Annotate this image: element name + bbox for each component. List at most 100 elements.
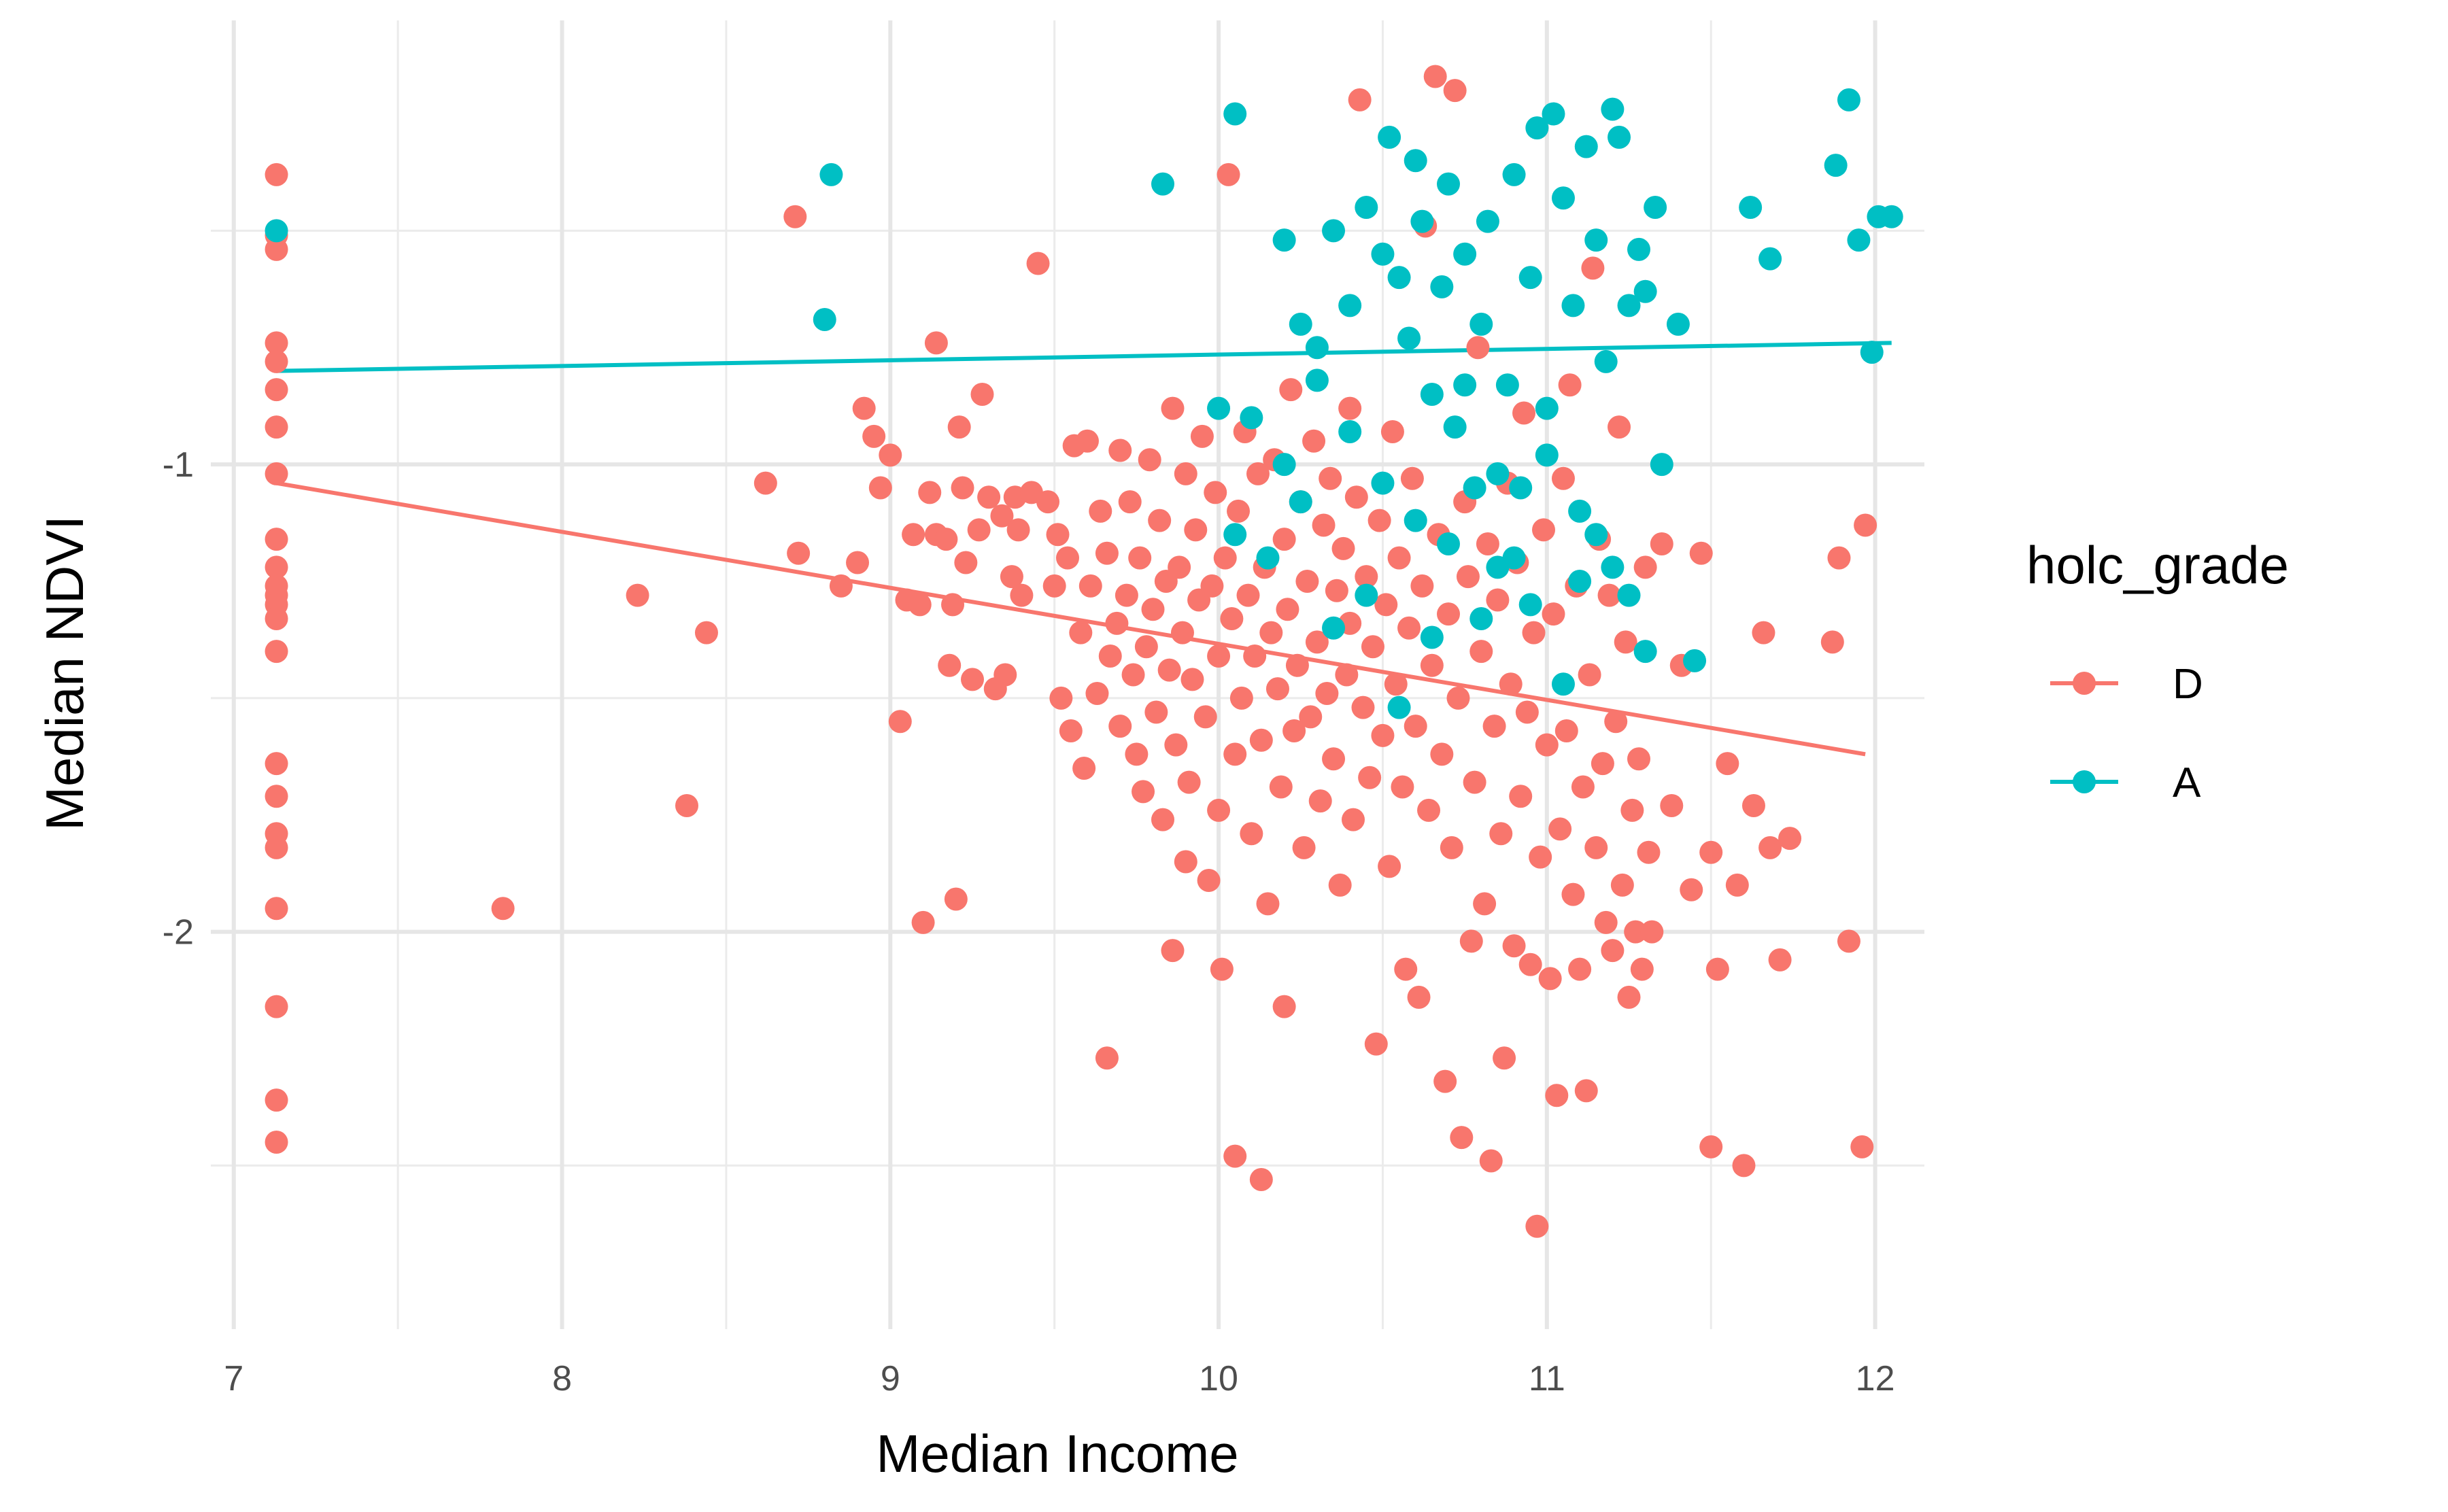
data-point [1574, 1079, 1598, 1103]
x-tick-label: 10 [1199, 1359, 1238, 1398]
data-point [265, 162, 288, 186]
data-point [265, 897, 288, 921]
legend-entry-D: D [2050, 661, 2203, 708]
data-point [1594, 910, 1618, 934]
data-point [1466, 336, 1490, 360]
data-point [1420, 653, 1444, 677]
x-tick-label: 8 [552, 1359, 572, 1398]
data-point [1837, 88, 1860, 111]
data-point [1095, 1046, 1119, 1070]
data-point [1699, 1135, 1723, 1158]
data-point [1604, 710, 1628, 734]
data-point [265, 995, 288, 1018]
data-point [1378, 855, 1401, 878]
data-point [1404, 509, 1427, 532]
data-point [1542, 102, 1565, 126]
data-point [1847, 228, 1871, 252]
data-point [1538, 967, 1562, 991]
x-tick-label: 12 [1856, 1359, 1895, 1398]
data-point [1338, 420, 1362, 443]
data-point [1689, 541, 1713, 565]
data-point [1098, 645, 1122, 668]
data-point [918, 481, 942, 504]
data-point [947, 415, 971, 439]
data-point [1433, 1069, 1457, 1093]
data-point [1584, 836, 1608, 859]
data-point [1666, 312, 1690, 336]
data-point [1190, 424, 1214, 448]
data-point [1331, 536, 1355, 560]
x-axis-title: Median Income [876, 1424, 1238, 1483]
data-point [265, 219, 288, 243]
data-point [1453, 242, 1477, 266]
data-point [1529, 845, 1552, 869]
data-point [1493, 1046, 1516, 1070]
data-point [1450, 1126, 1474, 1150]
data-point [1279, 378, 1303, 402]
data-point [1397, 616, 1421, 640]
data-point [1355, 565, 1378, 589]
data-point [1594, 349, 1618, 373]
data-point [1292, 836, 1316, 859]
data-point [1525, 116, 1549, 140]
data-point [1387, 695, 1411, 719]
gridlines [211, 20, 1924, 1329]
data-point [1240, 406, 1263, 430]
x-tick-label: 9 [881, 1359, 900, 1398]
data-point [1512, 401, 1536, 425]
data-point [265, 785, 288, 808]
data-point [1207, 645, 1231, 668]
data-point [1042, 574, 1066, 598]
data-point [265, 607, 288, 630]
data-point [1269, 775, 1293, 799]
data-point [1683, 649, 1707, 672]
data-point [1443, 415, 1467, 439]
data-point [1259, 621, 1283, 645]
data-point [1443, 79, 1467, 103]
data-point [1302, 429, 1326, 453]
data-point [1617, 583, 1641, 607]
trend-line-A [276, 341, 1892, 373]
data-point [1289, 490, 1312, 514]
data-point [265, 331, 288, 355]
data-point [1148, 509, 1172, 532]
data-point [1308, 789, 1332, 813]
data-point [1305, 630, 1329, 654]
data-point [1437, 172, 1460, 196]
legend-key-point [2073, 672, 2096, 695]
data-point [1854, 513, 1877, 537]
data-point [1758, 247, 1782, 271]
y-axis-ticks: -1 -2 [163, 445, 194, 952]
data-point [944, 887, 968, 911]
y-tick-label: -1 [163, 445, 194, 485]
data-point [1374, 593, 1398, 617]
data-point [1617, 294, 1641, 317]
y-tick-label: -2 [163, 913, 194, 952]
data-point [1532, 518, 1555, 542]
data-point [1236, 583, 1260, 607]
data-point [1437, 602, 1460, 626]
data-point [977, 485, 1001, 509]
data-point [1118, 490, 1142, 514]
data-point [1322, 219, 1346, 243]
x-tick-label: 11 [1529, 1359, 1565, 1398]
data-point [1518, 266, 1542, 290]
data-point [1542, 602, 1565, 626]
data-point [265, 1088, 288, 1112]
data-point [941, 593, 965, 617]
data-point [902, 523, 925, 547]
data-point [1276, 598, 1299, 621]
legend-label: D [2173, 661, 2203, 708]
data-point [1371, 723, 1395, 747]
data-point [1319, 466, 1342, 490]
data-point [265, 836, 288, 859]
data-point [1410, 209, 1434, 233]
data-point [1561, 294, 1585, 317]
data-point [1355, 583, 1378, 607]
data-point [852, 396, 876, 420]
data-point [1355, 196, 1378, 219]
data-point [1315, 682, 1339, 705]
data-point [1584, 228, 1608, 252]
data-point [1473, 892, 1497, 916]
data-point [1430, 275, 1454, 298]
